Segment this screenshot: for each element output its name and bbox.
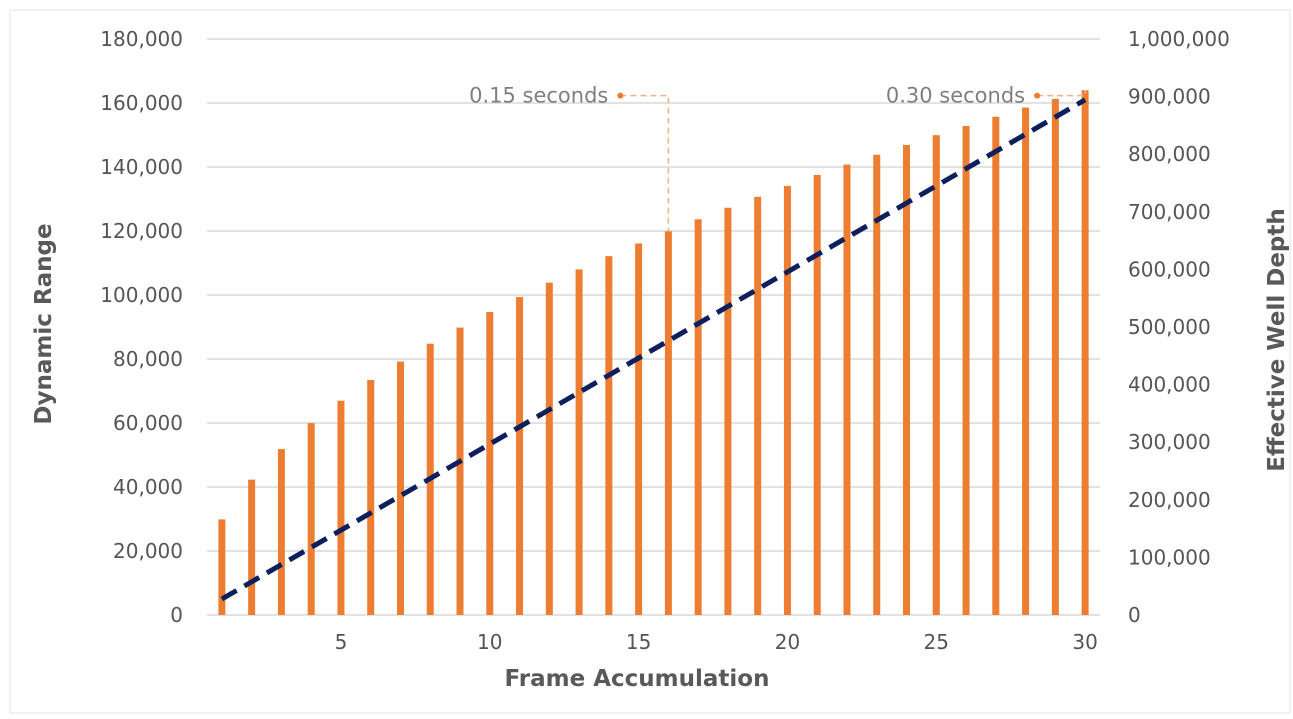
bar: [248, 479, 256, 615]
bar: [992, 116, 1000, 615]
gridlines: [207, 38, 1100, 616]
y-tick-label: 120,000: [100, 219, 183, 243]
bar: [903, 144, 911, 615]
y2-tick-label: 900,000: [1128, 85, 1211, 109]
x-tick-label: 5: [335, 630, 348, 654]
y2-tick-label: 600,000: [1128, 257, 1211, 281]
annotations: 0.15 seconds 0.30 seconds: [469, 84, 1086, 232]
y2-tick-label: 300,000: [1128, 430, 1211, 454]
y2-tick-label: 0: [1128, 603, 1141, 627]
chart-frame: [9, 9, 1291, 714]
bar: [277, 449, 285, 615]
bar: [575, 269, 583, 615]
x-axis-ticks: 5 10 15 20 25 30: [335, 630, 1098, 654]
bar: [605, 256, 613, 615]
y2-tick-label: 700,000: [1128, 200, 1211, 224]
annotation-leader: [620, 94, 670, 232]
x-tick-label: 20: [775, 630, 800, 654]
x-tick-label: 10: [477, 630, 502, 654]
bar: [813, 174, 821, 615]
line-series: [220, 97, 1087, 602]
y2-tick-label: 500,000: [1128, 315, 1211, 339]
bar: [486, 312, 494, 615]
bar: [783, 185, 791, 615]
y2-tick-label: 800,000: [1128, 142, 1211, 166]
annotation-label: 0.30 seconds: [886, 84, 1025, 108]
bar: [367, 379, 375, 615]
y2-tick-label: 1,000,000: [1128, 27, 1230, 51]
bar: [307, 423, 315, 615]
y-axis-title: Dynamic Range: [31, 223, 57, 424]
bar: [396, 361, 404, 615]
bar: [218, 519, 226, 615]
bar: [664, 231, 672, 615]
trend-line: [220, 97, 1087, 602]
bar: [635, 243, 643, 616]
x-tick-label: 15: [626, 630, 651, 654]
left-axis-ticks: 0 20,000 40,000 60,000 80,000 100,000 120,000 1…: [100, 27, 183, 627]
bar: [932, 135, 940, 615]
bar: [694, 219, 702, 615]
y-tick-label: 100,000: [100, 283, 183, 307]
bar: [456, 327, 464, 615]
y2-tick-label: 100,000: [1128, 545, 1211, 569]
bar: [337, 400, 345, 615]
bar: [754, 196, 762, 615]
y2-axis-title: Effective Well Depth: [1264, 208, 1290, 472]
bar: [873, 154, 881, 615]
x-axis-title: Frame Accumulation: [505, 666, 770, 692]
bar: [516, 297, 524, 615]
x-tick-label: 25: [924, 630, 949, 654]
x-tick-label: 30: [1072, 630, 1097, 654]
bar: [962, 125, 970, 615]
bar: [1051, 98, 1059, 616]
y2-tick-label: 200,000: [1128, 488, 1211, 512]
y-tick-label: 20,000: [113, 539, 183, 563]
y-tick-label: 160,000: [100, 91, 183, 115]
bar: [545, 282, 553, 615]
bar: [724, 207, 732, 615]
y-tick-label: 80,000: [113, 347, 183, 371]
annotation-label: 0.15 seconds: [469, 84, 608, 108]
y-tick-label: 140,000: [100, 155, 183, 179]
right-axis-ticks: 0 100,000 200,000 300,000 400,000 500,000 600,…: [1128, 27, 1230, 627]
y2-tick-label: 400,000: [1128, 373, 1211, 397]
y-tick-label: 0: [170, 603, 183, 627]
bar: [843, 164, 851, 615]
y-tick-label: 40,000: [113, 475, 183, 499]
annotation-marker: [617, 92, 624, 99]
y-tick-label: 60,000: [113, 411, 183, 435]
annotation-leader: [1037, 90, 1086, 97]
y-tick-label: 180,000: [100, 27, 183, 51]
bar: [1022, 107, 1030, 615]
bar: [1081, 90, 1089, 616]
annotation-marker: [1034, 92, 1041, 99]
